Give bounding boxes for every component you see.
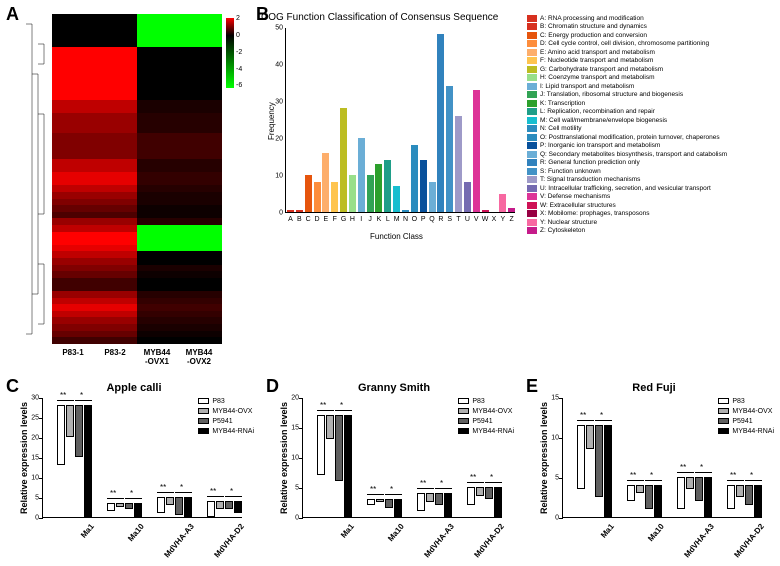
bar-panel-d: Granny SmithRelative expression levels05… xyxy=(270,384,518,559)
heatmap-sample-3: MYB44 -OVX2 xyxy=(178,348,220,366)
cog-title: COG Function Classification of Consensus… xyxy=(261,12,498,23)
cog-xlabel: Function Class xyxy=(370,232,423,241)
cbar-tick: -6 xyxy=(236,82,242,89)
colorbar: 2 0 -2 -4 -6 xyxy=(226,18,234,88)
cbar-tick: 0 xyxy=(236,32,240,39)
bar-panel-e: Red FujiRelative expression levels051015… xyxy=(530,384,778,559)
cog-ylabel: Frequency xyxy=(267,102,276,140)
cog-axes: ABCDEFGHIJKLMNOPQRSTUVWXYZ01020304050 xyxy=(285,28,515,213)
bar-panel-c: Apple calliRelative expression levels051… xyxy=(10,384,258,559)
heatmap-sample-1: P83-2 xyxy=(94,348,136,357)
heatmap-sample-0: P83-1 xyxy=(52,348,94,357)
heatmap-sample-2: MYB44 -OVX1 xyxy=(136,348,178,366)
dendrogram xyxy=(24,14,50,344)
cbar-tick: -4 xyxy=(236,66,242,73)
cbar-tick: -2 xyxy=(236,49,242,56)
panel-a-label: A xyxy=(6,4,19,25)
cbar-tick: 2 xyxy=(236,15,240,22)
cog-panel: COG Function Classification of Consensus… xyxy=(255,10,765,250)
cog-legend: A: RNA processing and modificationB: Chr… xyxy=(527,14,761,235)
heatmap-grid xyxy=(52,14,222,344)
heatmap-panel: P83-1 P83-2 MYB44 -OVX1 MYB44 -OVX2 2 0 … xyxy=(24,14,234,364)
